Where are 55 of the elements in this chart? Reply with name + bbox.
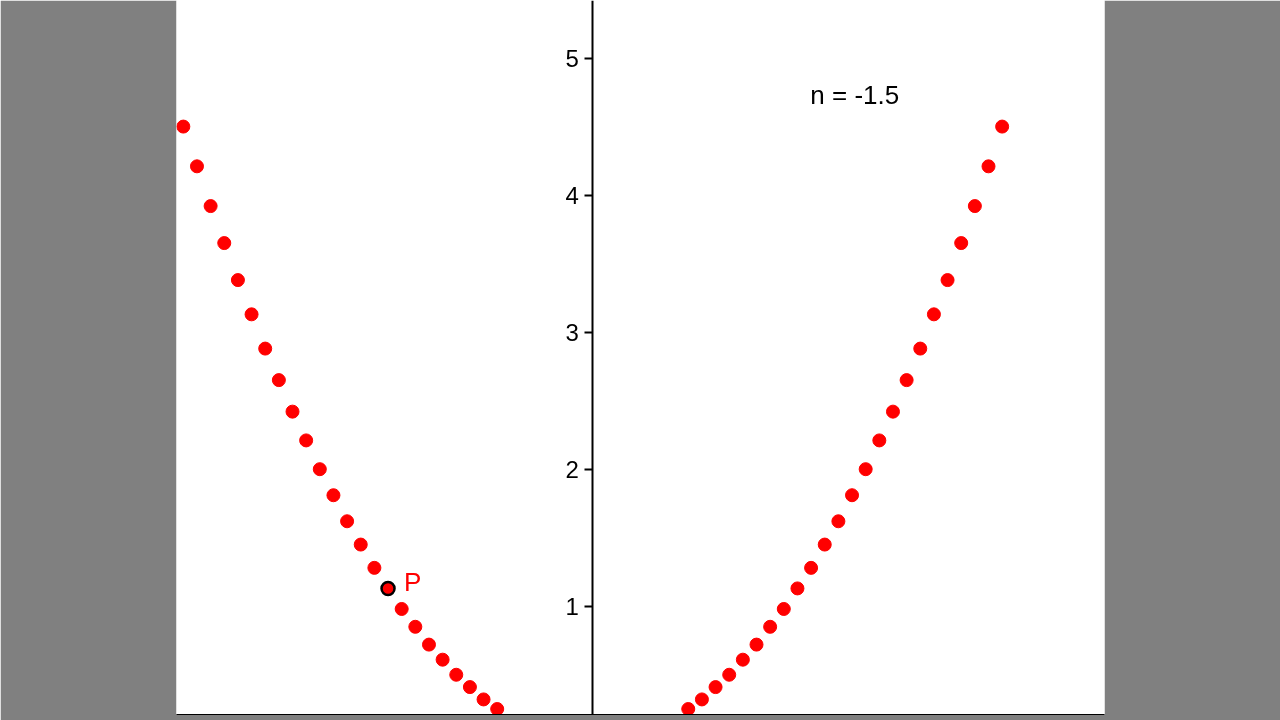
point	[449, 667, 464, 682]
point	[858, 462, 873, 477]
point	[790, 581, 805, 596]
point	[708, 680, 723, 695]
point	[872, 433, 887, 448]
point	[435, 652, 450, 667]
point	[312, 462, 327, 477]
point	[340, 514, 355, 529]
point	[353, 537, 368, 552]
point	[189, 159, 204, 174]
point	[776, 601, 791, 616]
point	[722, 667, 737, 682]
point	[394, 601, 409, 616]
point	[954, 236, 969, 251]
series-label: P	[404, 567, 422, 598]
y-tick-label: 1	[565, 592, 579, 620]
y-tick-label: 2	[565, 455, 579, 483]
y-tick-label: 3	[565, 318, 579, 346]
y-tick-label: 4	[565, 181, 579, 209]
point	[258, 341, 273, 356]
point	[749, 637, 764, 652]
point	[408, 619, 423, 634]
point	[285, 404, 300, 419]
point	[230, 273, 245, 288]
annotation: n = -1.5	[810, 79, 900, 110]
point	[217, 236, 232, 251]
point	[176, 119, 191, 134]
point	[913, 341, 928, 356]
point	[817, 537, 832, 552]
point	[681, 702, 696, 715]
point	[476, 692, 491, 707]
point	[490, 702, 505, 715]
point	[899, 373, 914, 388]
point	[367, 560, 382, 575]
point	[967, 199, 982, 214]
point	[845, 488, 860, 503]
point	[940, 273, 955, 288]
point	[885, 404, 900, 419]
point	[203, 199, 218, 214]
point	[831, 514, 846, 529]
point	[244, 307, 259, 322]
point	[995, 119, 1010, 134]
point	[462, 680, 477, 695]
point	[926, 307, 941, 322]
point	[326, 488, 341, 503]
point	[763, 619, 778, 634]
point	[981, 159, 996, 174]
point	[271, 373, 286, 388]
point	[804, 560, 819, 575]
point	[380, 580, 396, 597]
point	[421, 637, 436, 652]
point	[694, 692, 709, 707]
point	[299, 433, 314, 448]
y-tick-label: 5	[565, 44, 579, 72]
point	[735, 652, 750, 667]
